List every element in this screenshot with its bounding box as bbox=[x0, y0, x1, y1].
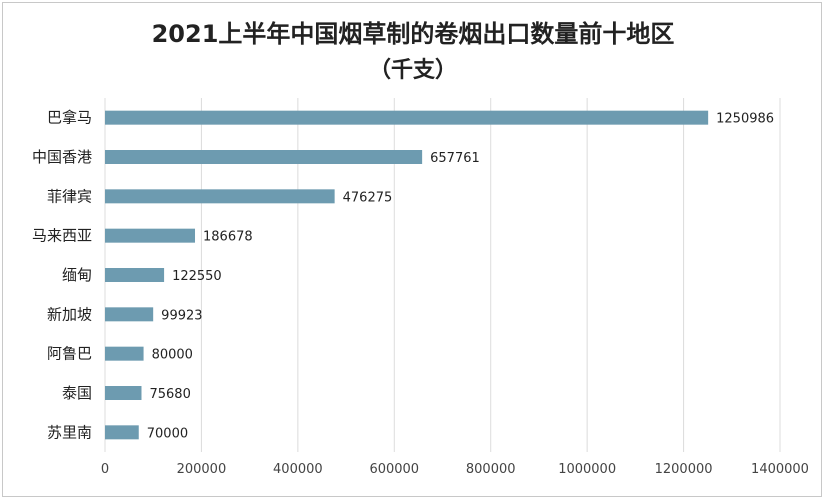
x-tick-label: 1200000 bbox=[655, 462, 713, 477]
chart-title: 2021上半年中国烟草制的卷烟出口数量前十地区 bbox=[151, 20, 675, 48]
data-label: 122550 bbox=[172, 269, 222, 284]
bar bbox=[105, 425, 139, 440]
x-tick-label: 0 bbox=[101, 462, 109, 477]
value-labels: 1250986 657761 476275 186678 122550 99923 8000… bbox=[147, 112, 774, 442]
category-label: 苏里南 bbox=[47, 423, 92, 441]
bars bbox=[105, 110, 709, 440]
bar bbox=[105, 110, 709, 125]
category-label: 缅甸 bbox=[62, 266, 92, 284]
category-label: 巴拿马 bbox=[47, 109, 92, 127]
data-label: 476275 bbox=[343, 190, 393, 205]
data-label: 75680 bbox=[149, 387, 190, 402]
x-tick-label: 1400000 bbox=[751, 462, 809, 477]
bar bbox=[105, 346, 144, 361]
data-label: 99923 bbox=[161, 308, 202, 323]
category-label: 菲律宾 bbox=[47, 187, 92, 205]
x-axis-ticks: 0 200000 400000 600000 800000 1000000 1200000 1… bbox=[101, 462, 809, 477]
category-label: 泰国 bbox=[62, 384, 92, 402]
x-tick-label: 1000000 bbox=[558, 462, 616, 477]
bar bbox=[105, 150, 423, 164]
bar bbox=[105, 386, 142, 400]
bar bbox=[105, 189, 335, 204]
x-tick-label: 400000 bbox=[273, 462, 323, 477]
bar bbox=[105, 268, 165, 282]
x-tick-label: 200000 bbox=[177, 462, 227, 477]
data-label: 657761 bbox=[430, 151, 480, 166]
x-tick-label: 800000 bbox=[466, 462, 516, 477]
category-label: 新加坡 bbox=[47, 305, 92, 323]
data-label: 80000 bbox=[152, 348, 193, 363]
data-label: 186678 bbox=[203, 230, 253, 245]
bar bbox=[105, 307, 154, 322]
category-label: 阿鲁巴 bbox=[47, 345, 92, 363]
x-tick-label: 600000 bbox=[369, 462, 419, 477]
chart-subtitle: （千支） bbox=[368, 58, 457, 83]
category-label: 马来西亚 bbox=[32, 227, 92, 245]
bar bbox=[105, 228, 196, 243]
data-label: 70000 bbox=[147, 426, 188, 441]
category-label: 中国香港 bbox=[32, 148, 92, 166]
data-label: 1250986 bbox=[716, 112, 774, 127]
